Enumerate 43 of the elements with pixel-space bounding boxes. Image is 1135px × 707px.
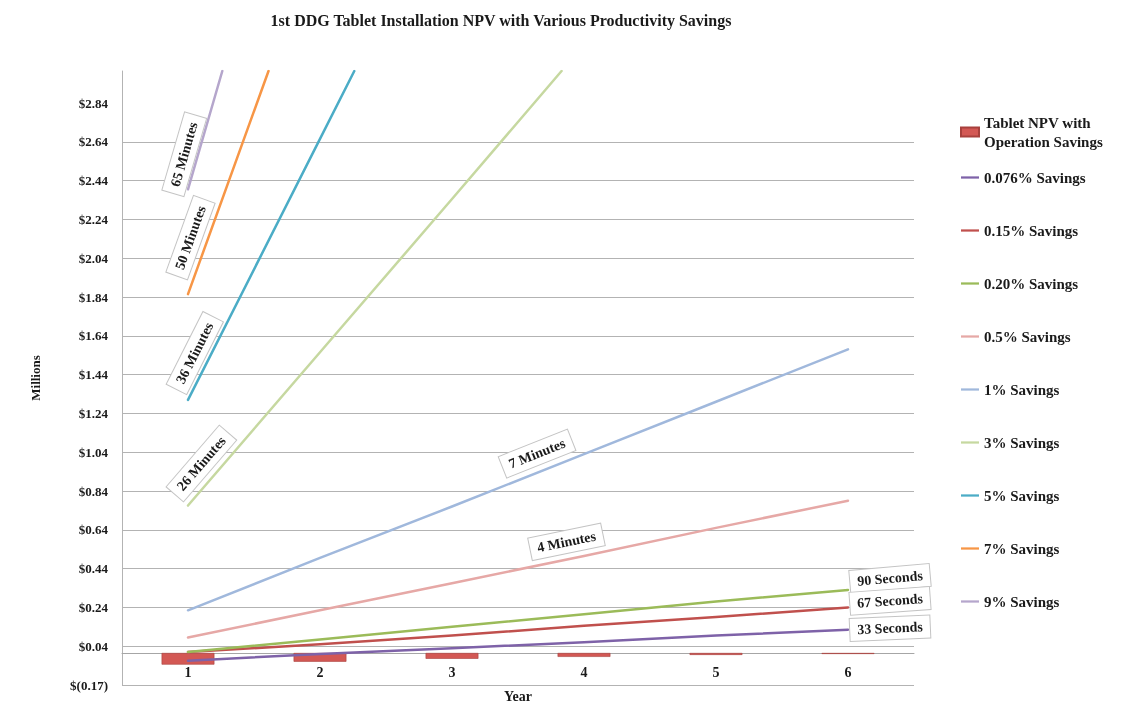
legend-label: 0.076% Savings [984,169,1086,186]
x-tick-label: 6 [844,665,852,681]
x-axis-title: Year [504,689,532,705]
legend-label: Tablet NPV with Operation Savings [984,114,1103,150]
legend-label: 3% Savings [984,434,1060,451]
annotation: 33 Seconds [856,619,924,638]
legend-label: 1% Savings [984,381,1060,398]
annotation: 65 Minutes [167,119,201,189]
legend-label: 9% Savings [984,593,1060,610]
y-tick-label: $0.44 [78,561,109,577]
y-tick-label: $1.04 [78,444,109,460]
x-tick-label: 5 [712,665,720,681]
legend-label: 0.20% Savings [984,275,1079,292]
line-series [186,628,850,662]
legend-label: 7% Savings [984,540,1060,557]
legend-label: 5% Savings [984,487,1060,504]
annotation: 67 Seconds [856,590,924,611]
legend-label: 0.15% Savings [984,222,1079,239]
y-tick-label: $1.64 [78,328,109,344]
y-tick-label: $2.44 [78,173,109,189]
y-tick-label: $1.24 [78,405,109,421]
y-tick-label: $1.84 [78,289,109,305]
x-tick-label: 2 [316,665,324,681]
annotation: 4 Minutes [535,528,598,556]
y-tick-label: $2.84 [78,95,109,111]
y-tick-label: $1.44 [78,367,109,383]
line-series [186,499,850,639]
y-tick-label: $2.04 [78,250,109,266]
chart-title: 1st DDG Tablet Installation NPV with Various Productivity Savings [270,11,732,30]
y-axis-title: Millions [28,355,43,401]
y-tick-label: $0.24 [78,599,109,615]
y-tick-label: $2.24 [78,211,109,227]
y-tick-label: $0.84 [78,483,109,499]
y-tick-label: $0.04 [78,638,109,654]
y-tick-label: $2.64 [78,134,109,150]
y-tick-label: $0.64 [78,522,109,538]
line-series [186,588,850,654]
y-tick-label: $(0.17) [70,677,108,693]
x-tick-label: 1 [184,665,192,681]
legend-label: 0.5% Savings [984,328,1071,345]
x-tick-label: 4 [580,665,588,681]
annotation: 90 Seconds [856,568,924,589]
x-tick-label: 3 [448,665,456,681]
